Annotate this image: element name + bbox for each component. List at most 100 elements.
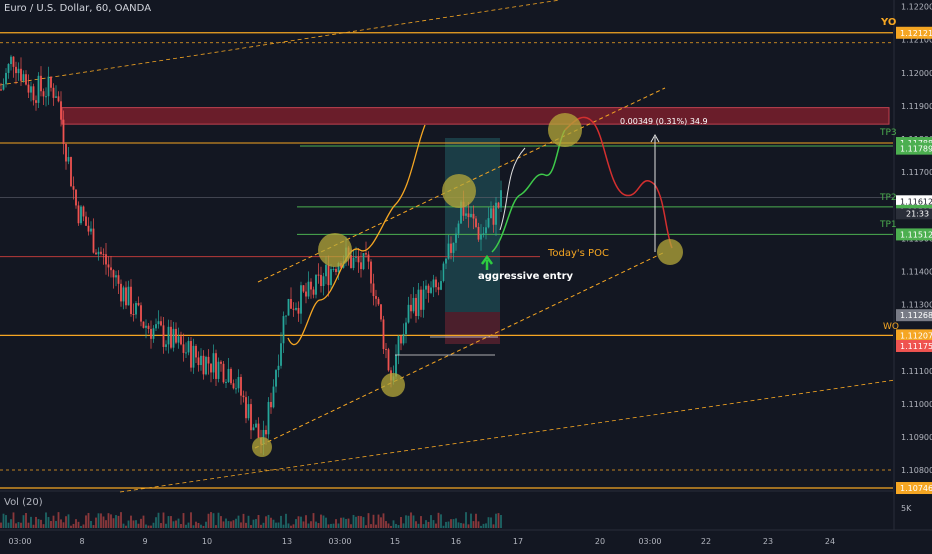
volume-bar	[425, 520, 427, 528]
candle-body	[70, 157, 72, 187]
candle-body	[377, 298, 380, 305]
price-badge-label: 1.11612	[900, 197, 932, 206]
volume-bar	[307, 523, 310, 528]
volume-bar	[467, 524, 470, 528]
volume-bar	[147, 525, 150, 528]
volume-bar	[490, 517, 492, 528]
volume-bar	[415, 521, 417, 528]
candle-body	[370, 261, 372, 284]
candle-body	[197, 357, 200, 366]
candle-body	[17, 68, 20, 74]
volume-bar	[112, 518, 115, 528]
tp3-label: TP3	[879, 128, 897, 138]
volume-bar	[82, 524, 85, 528]
candle-body	[157, 321, 160, 325]
volume-bar	[227, 521, 230, 528]
volume-bar	[287, 523, 290, 528]
y-tick-label: 1.11000	[901, 400, 932, 409]
volume-bar	[300, 516, 302, 528]
volume-bar	[170, 516, 172, 528]
candle-body	[372, 283, 375, 297]
volume-bar	[462, 523, 465, 528]
candle-body	[360, 262, 362, 270]
projection-red	[564, 116, 673, 249]
volume-label: Vol (20)	[4, 497, 43, 508]
volume-bar	[427, 521, 430, 528]
entry-label: aggressive entry	[478, 271, 574, 282]
volume-bar	[380, 517, 382, 528]
candle-body	[60, 101, 62, 120]
candle-body	[457, 223, 460, 234]
candle-body	[27, 84, 30, 93]
candle-body	[110, 267, 112, 271]
volume-bar	[75, 519, 77, 528]
volume-bar	[440, 514, 442, 528]
y-tick-label: 1.11100	[901, 367, 932, 376]
trend-upper-far	[0, 0, 561, 86]
candle-body	[265, 429, 267, 435]
volume-bar	[185, 524, 187, 528]
volume-bar	[27, 522, 30, 528]
candle-body	[455, 233, 457, 243]
volume-bar	[122, 523, 125, 528]
candle-body	[395, 354, 397, 377]
candle-body	[285, 315, 287, 317]
candle-body	[207, 356, 210, 364]
target-box	[445, 138, 500, 312]
candle-body	[302, 285, 305, 292]
candle-body	[367, 254, 370, 262]
volume-bar	[335, 519, 337, 528]
x-tick-label: 03:00	[328, 537, 351, 546]
candle-body	[355, 256, 357, 258]
volume-bar	[257, 514, 260, 528]
candle-body	[192, 345, 195, 368]
candle-body	[5, 72, 7, 85]
candle-body	[147, 325, 150, 329]
candle-body	[40, 75, 42, 92]
volume-bar	[57, 512, 60, 528]
volume-bar	[55, 520, 57, 528]
x-tick-label: 03:00	[638, 537, 661, 546]
candle-body	[282, 316, 285, 344]
volume-bar	[20, 522, 22, 528]
candle-body	[125, 287, 127, 306]
volume-bar	[135, 520, 137, 528]
volume-bar	[205, 521, 207, 528]
volume-bar	[460, 523, 462, 528]
x-tick-label: 22	[701, 537, 711, 546]
volume-bar	[457, 522, 460, 528]
candle-body	[100, 251, 102, 255]
volume-bar	[222, 521, 225, 528]
volume-bar	[70, 525, 72, 528]
candle-body	[352, 257, 355, 268]
wo-label: WO	[883, 322, 899, 332]
pivot-marker	[657, 239, 683, 265]
price-badge	[896, 26, 932, 39]
candle-body	[217, 361, 220, 379]
candle-body	[450, 243, 452, 253]
price-badge	[896, 339, 932, 352]
candle-body	[452, 242, 455, 253]
volume-axis-tick: 5K	[901, 504, 912, 513]
y-tick-label: 1.12200	[901, 3, 932, 12]
volume-bar	[0, 522, 2, 528]
y-tick-label: 1.11300	[901, 301, 932, 310]
volume-bar	[72, 523, 75, 528]
x-tick-label: 20	[595, 537, 605, 546]
volume-bar	[197, 522, 200, 528]
volume-bar	[245, 522, 247, 528]
candle-body	[425, 285, 427, 290]
candle-body	[150, 328, 152, 339]
volume-bar	[330, 523, 332, 528]
volume-bar	[30, 516, 32, 528]
candle-body	[472, 213, 475, 219]
candle-body	[80, 206, 82, 224]
candle-body	[127, 286, 130, 306]
volume-bar	[152, 522, 155, 528]
candle-body	[295, 307, 297, 310]
candle-body	[87, 225, 90, 232]
volume-bar	[132, 520, 135, 528]
candle-body	[440, 281, 442, 290]
candle-body	[32, 86, 35, 101]
